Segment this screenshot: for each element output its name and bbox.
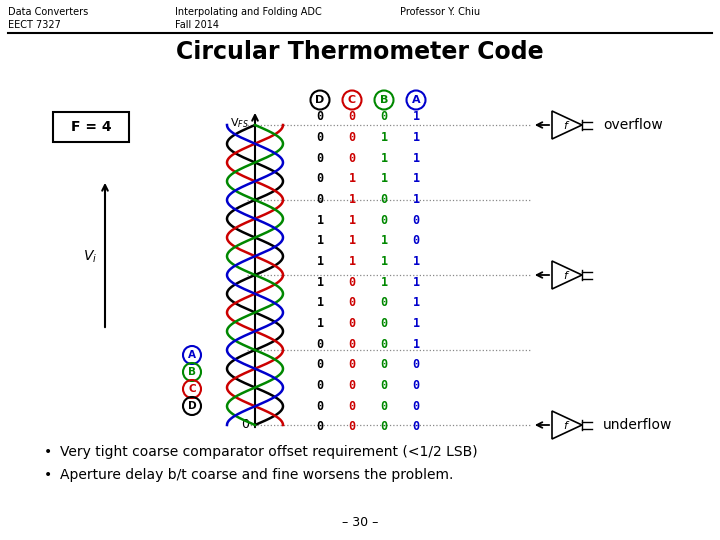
Text: 0: 0 — [380, 193, 387, 206]
Text: 0: 0 — [316, 193, 323, 206]
Text: A: A — [412, 95, 420, 105]
Text: 1: 1 — [413, 276, 420, 289]
Text: overflow: overflow — [603, 118, 662, 132]
Text: 0: 0 — [316, 338, 323, 351]
Text: 0: 0 — [380, 400, 387, 413]
Text: 0: 0 — [316, 152, 323, 165]
Text: 0: 0 — [348, 111, 356, 124]
Text: 1: 1 — [413, 296, 420, 309]
Text: 0: 0 — [413, 214, 420, 227]
Text: $f$: $f$ — [563, 269, 571, 281]
Text: Interpolating and Folding ADC
Fall 2014: Interpolating and Folding ADC Fall 2014 — [175, 7, 322, 30]
Text: 0: 0 — [348, 421, 356, 434]
Text: 0: 0 — [380, 338, 387, 351]
Text: 0: 0 — [380, 317, 387, 330]
Text: 0: 0 — [316, 111, 323, 124]
Text: – 30 –: – 30 – — [342, 516, 378, 529]
Text: 1: 1 — [348, 234, 356, 247]
Text: 1: 1 — [413, 255, 420, 268]
Text: 1: 1 — [413, 152, 420, 165]
Text: 1: 1 — [348, 193, 356, 206]
Text: 0: 0 — [348, 400, 356, 413]
Text: 0: 0 — [348, 131, 356, 144]
Text: B: B — [380, 95, 388, 105]
Text: Aperture delay b/t coarse and fine worsens the problem.: Aperture delay b/t coarse and fine worse… — [60, 468, 454, 482]
Text: $f$: $f$ — [563, 419, 571, 431]
Text: 1: 1 — [316, 296, 323, 309]
Text: V$_{FS}$: V$_{FS}$ — [230, 116, 249, 130]
Text: 1: 1 — [413, 338, 420, 351]
Text: Circular Thermometer Code: Circular Thermometer Code — [176, 40, 544, 64]
Text: $f$: $f$ — [563, 119, 571, 131]
Text: 1: 1 — [316, 255, 323, 268]
Polygon shape — [552, 111, 582, 139]
Text: Very tight coarse comparator offset requirement (<1/2 LSB): Very tight coarse comparator offset requ… — [60, 445, 477, 459]
Text: 0: 0 — [348, 338, 356, 351]
Text: 1: 1 — [413, 193, 420, 206]
Text: 0: 0 — [413, 421, 420, 434]
Text: 0: 0 — [316, 400, 323, 413]
Text: 1: 1 — [413, 172, 420, 186]
Polygon shape — [552, 411, 582, 439]
Text: 0: 0 — [348, 379, 356, 392]
Text: 0: 0 — [413, 234, 420, 247]
Text: 0: 0 — [348, 152, 356, 165]
Text: 0: 0 — [316, 421, 323, 434]
Polygon shape — [552, 261, 582, 289]
Text: 1: 1 — [316, 214, 323, 227]
Text: 1: 1 — [380, 234, 387, 247]
Text: 1: 1 — [413, 131, 420, 144]
Text: 0: 0 — [241, 418, 249, 431]
Text: 0: 0 — [316, 131, 323, 144]
Text: 0: 0 — [348, 296, 356, 309]
Text: 0: 0 — [348, 276, 356, 289]
Text: 0: 0 — [316, 359, 323, 372]
Text: 1: 1 — [380, 255, 387, 268]
Text: 0: 0 — [316, 379, 323, 392]
Text: 1: 1 — [380, 131, 387, 144]
Text: 1: 1 — [316, 317, 323, 330]
Text: V$_i$: V$_i$ — [83, 249, 97, 265]
Text: 1: 1 — [380, 172, 387, 186]
Text: Data Converters
EECT 7327: Data Converters EECT 7327 — [8, 7, 89, 30]
Text: 0: 0 — [380, 379, 387, 392]
FancyBboxPatch shape — [53, 112, 129, 142]
Text: 1: 1 — [316, 276, 323, 289]
Text: 0: 0 — [380, 421, 387, 434]
Text: D: D — [188, 401, 197, 411]
Text: C: C — [188, 384, 196, 394]
Text: 1: 1 — [413, 111, 420, 124]
Text: 0: 0 — [380, 359, 387, 372]
Text: underflow: underflow — [603, 418, 672, 432]
Text: •: • — [44, 468, 52, 482]
Text: 0: 0 — [380, 214, 387, 227]
Text: •: • — [44, 445, 52, 459]
Text: 0: 0 — [348, 359, 356, 372]
Text: Professor Y. Chiu: Professor Y. Chiu — [400, 7, 480, 17]
Text: 1: 1 — [348, 214, 356, 227]
Text: 1: 1 — [348, 172, 356, 186]
Text: 0: 0 — [380, 296, 387, 309]
Text: 1: 1 — [316, 234, 323, 247]
Text: 1: 1 — [380, 276, 387, 289]
Text: 1: 1 — [348, 255, 356, 268]
Text: 0: 0 — [413, 379, 420, 392]
Text: 0: 0 — [413, 400, 420, 413]
Text: 0: 0 — [413, 359, 420, 372]
Text: 0: 0 — [380, 111, 387, 124]
Text: 0: 0 — [316, 172, 323, 186]
Text: B: B — [188, 367, 196, 377]
Text: 1: 1 — [380, 152, 387, 165]
Text: D: D — [315, 95, 325, 105]
Text: C: C — [348, 95, 356, 105]
Text: 1: 1 — [413, 317, 420, 330]
Text: F = 4: F = 4 — [71, 120, 112, 134]
Text: A: A — [188, 350, 196, 360]
Text: 0: 0 — [348, 317, 356, 330]
